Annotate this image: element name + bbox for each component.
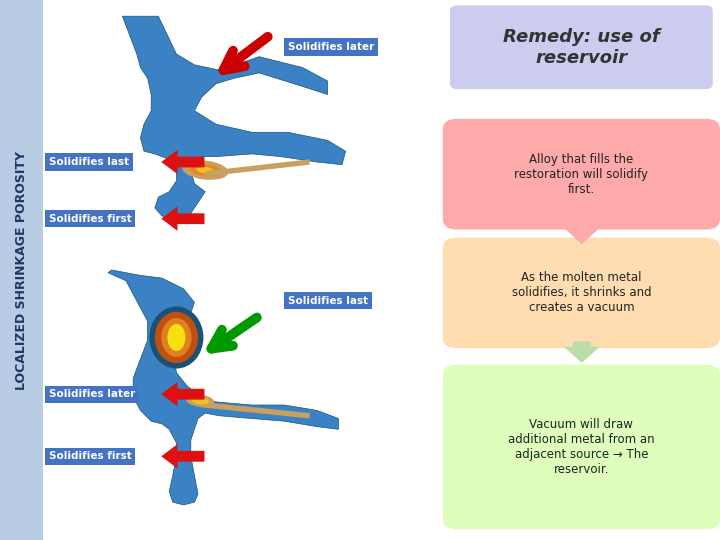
Text: Alloy that fills the
restoration will solidify
first.: Alloy that fills the restoration will so… [514, 153, 649, 195]
Polygon shape [108, 270, 338, 505]
Text: Solidifies first: Solidifies first [49, 451, 132, 461]
Text: Vacuum will draw
additional metal from an
adjacent source → The
reservoir.: Vacuum will draw additional metal from a… [508, 418, 654, 476]
Polygon shape [122, 16, 346, 219]
Ellipse shape [197, 167, 214, 173]
Text: Solidifies later: Solidifies later [49, 389, 135, 399]
Polygon shape [200, 402, 310, 418]
FancyBboxPatch shape [443, 238, 720, 348]
Ellipse shape [150, 306, 204, 368]
Ellipse shape [192, 397, 209, 404]
Text: As the molten metal
solidifies, it shrinks and
creates a vacuum: As the molten metal solidifies, it shrin… [512, 272, 651, 314]
Polygon shape [161, 150, 204, 174]
FancyBboxPatch shape [443, 364, 720, 529]
Text: LOCALIZED SHRINKAGE POROSITY: LOCALIZED SHRINKAGE POROSITY [15, 151, 28, 389]
Ellipse shape [167, 324, 186, 351]
Polygon shape [161, 444, 204, 468]
FancyBboxPatch shape [443, 119, 720, 230]
Polygon shape [161, 382, 204, 406]
Text: Solidifies first: Solidifies first [49, 214, 132, 224]
Polygon shape [564, 222, 600, 244]
Text: Solidifies last: Solidifies last [288, 296, 368, 306]
Polygon shape [564, 341, 600, 363]
Ellipse shape [161, 318, 192, 357]
Text: Remedy: use of
reservoir: Remedy: use of reservoir [503, 28, 660, 66]
Polygon shape [205, 159, 310, 177]
Polygon shape [161, 206, 204, 231]
Text: Solidifies later: Solidifies later [288, 42, 374, 52]
FancyBboxPatch shape [450, 5, 713, 89]
Ellipse shape [155, 312, 198, 363]
FancyBboxPatch shape [0, 0, 43, 540]
Ellipse shape [186, 395, 215, 407]
Text: Solidifies last: Solidifies last [49, 157, 129, 167]
Ellipse shape [182, 160, 228, 180]
Ellipse shape [189, 164, 221, 177]
